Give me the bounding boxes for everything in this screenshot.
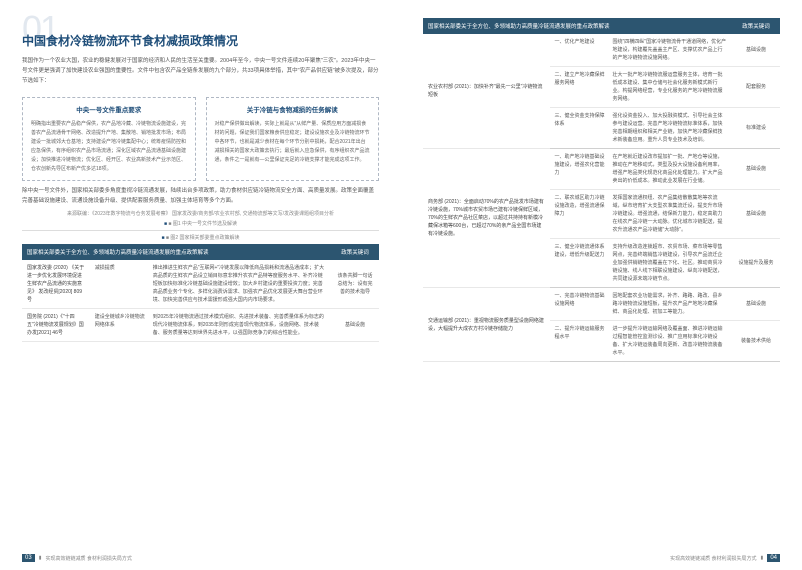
policy-desc: 三、健全冷链流通体系建设，增低升级配送力支持升级改造连锁超市、农贸市场、菜市场等… <box>550 239 732 288</box>
page-number-right: 04 <box>767 554 780 562</box>
policy-desc: 二、建立产地冷藏保鲜服务网络壮大一批产地冷链物流服运营服务主体，培育一批低成本建… <box>550 67 732 108</box>
figure-2-caption: ■ ■ 图2 国家相关部委重点政策解读 <box>22 234 379 241</box>
th-keyword-r: 政策关键词 <box>732 18 780 34</box>
policy-tag: 装备技术供给 <box>732 321 780 362</box>
policy-table-left: 国家相关部委关于全方位、多领域助力高质量冷链流通发展的重点政策解读 政策关键词 … <box>22 244 379 342</box>
divider <box>22 230 379 231</box>
policy-tag: 标准建设 <box>732 108 780 149</box>
policy-group: 农业农村部 (2021)：加快补齐"最先一公里"冷链物流短板 <box>423 34 550 149</box>
policy-tag: 该条共脚一句话总结为：设有完善的技术指导 <box>331 260 379 309</box>
table-row: 商务部 (2021)：全面启动70%的农产品批发市场建有冷链设施，70%城市农贸… <box>423 149 780 190</box>
table-row: 国务院 (2021)《"十四五"冷链物流发展规划》国办发[2021] 46号建设… <box>22 309 379 342</box>
policy-tag: 基础设施 <box>732 288 780 321</box>
table-row: 农业农村部 (2021)：加快补齐"最先一公里"冷链物流短板一、优化产地建设围绕… <box>423 34 780 67</box>
footer-left: 03 ▮ 实现高效链链减质 食材利润损失局方式 <box>22 554 132 562</box>
policy-tag: 配套服务 <box>732 67 780 108</box>
policy-desc: 三、健全资金支持保障体系强化设资金投入、加大投融资模式、引导社会主体参与建设运营… <box>550 108 732 149</box>
page-right: 国家相关部委关于全方位、多领域助力高质量冷链流通发展的重点政策解读 政策关键词 … <box>401 0 802 570</box>
policy-source: 国务院 (2021)《"十四五"冷链物流发展规划》国办发[2021] 46号 <box>22 309 90 342</box>
footer-text-left: 实现高效链链减质 食材利润损失局方式 <box>45 555 131 562</box>
after-paragraph: 除中央一号文件外，国家相关部委多角度重视冷链流通发展，陆续出台多项政策，助力食材… <box>22 187 379 207</box>
policy-tag: 设施提升及服务 <box>732 239 780 288</box>
policy-group: 商务部 (2021)：全面启动70%的农产品批发市场建有冷链设施，70%城市农贸… <box>423 149 550 288</box>
th-main: 国家相关部委关于全方位、多领域助力高质量冷链流通发展的重点政策解读 <box>22 244 331 260</box>
policy-tag: 基础设施 <box>732 149 780 190</box>
policy-source: 国家发改委 (2020) 《关于进一步优化发展环境促进生鲜农产品流通的实施意见》… <box>22 260 90 309</box>
policy-desc: 建设全链城乡冷链物流网络体系到2025年冷链物流通过技术模式组织、先进技术装备、… <box>90 309 331 342</box>
th-main-r: 国家相关部委关于全方位、多领域助力高质量冷链流通发展的重点政策解读 <box>423 18 732 34</box>
panel-a-title: 中央一号文件重点要求 <box>31 104 187 114</box>
policy-desc: 二、联农城区助力冷链设施改造，增强流通保障力发挥国家流通权纽、农产品集结散散集地… <box>550 190 732 239</box>
footer-right: 04 ▮ 实现高效链链减质 食材利润损失局方式 <box>670 554 780 562</box>
page-number-left: 03 <box>22 554 35 562</box>
panel-b-body: 对稳产保供做出解读，实际上就是从"从鲜产量、保质应用方面减损食材的问题，保证我们… <box>215 120 371 165</box>
policy-desc: 二、提升冷链运输服务程水平进一步提升冷链运输网络及覆盖面、推进冷链运输过程智能管… <box>550 321 732 362</box>
panel-a-body: 明确指出重要农产品稳产保供，农产品地冷藏、冷链物流设施建设，完善农产品流通骨干网… <box>31 120 187 174</box>
table-row: 交通运输部 (2021)：重视物流服务质量型设施网络建设，大幅提升大成农方村冷链… <box>423 288 780 321</box>
policy-tag: 基础设施 <box>331 309 379 342</box>
page-left: 01 中国食材冷链物流环节食材减损政策情况 我国作为一个农业大国，农业的稳健发展… <box>0 0 401 570</box>
policy-table-right: 国家相关部委关于全方位、多领域助力高质量冷链流通发展的重点政策解读 政策关键词 … <box>423 18 780 362</box>
policy-tag: 基础设施 <box>732 190 780 239</box>
panel-row: 中央一号文件重点要求 明确指出重要农产品稳产保供，农产品地冷藏、冷链物流设施建设… <box>22 97 379 181</box>
policy-desc: 减损提质推出推进生鲜农产品"互联网+"冷链发展以降低商品损耗和流通品通成本；扩大… <box>90 260 331 309</box>
policy-desc: 一、助产地冷链基础设施建设，增强农化营能力在产地就近建设改市提加扩一批、产地仓等… <box>550 149 732 190</box>
footer-text-right: 实现高效链链减质 食材利润损失局方式 <box>670 555 756 562</box>
page-title: 中国食材冷链物流环节食材减损政策情况 <box>22 32 379 49</box>
policy-tag: 基础设施 <box>732 34 780 67</box>
th-keyword: 政策关键词 <box>331 244 379 260</box>
source-caption: 来源联编：《2023年数字物流与仓务发展考察》 国家发改委/商务部/农业农村部,… <box>22 210 379 217</box>
panel-a: 中央一号文件重点要求 明确指出重要农产品稳产保供，农产品地冷藏、冷链物流设施建设… <box>22 97 196 181</box>
panel-b: 关于冷链与食物减损的任务解读 对稳产保供做出解读，实际上就是从"从鲜产量、保质应… <box>206 97 380 181</box>
panel-b-title: 关于冷链与食物减损的任务解读 <box>215 104 371 114</box>
policy-desc: 一、完善冷链物流基础设施网络因地配套农业功能需求，补齐、路路、路改、县乡路冷链物… <box>550 288 732 321</box>
figure-1-caption: ■ ■ 图1 中央一号文件节选及解读 <box>22 220 379 227</box>
table-row: 国家发改委 (2020) 《关于进一步优化发展环境促进生鲜农产品流通的实施意见》… <box>22 260 379 309</box>
policy-group: 交通运输部 (2021)：重视物流服务质量型设施网络建设，大幅提升大成农方村冷链… <box>423 288 550 362</box>
policy-desc: 一、优化产地建设围绕"四横四纵"国家冷链物流骨干通道网络，优化产地建设，构建覆先… <box>550 34 732 67</box>
intro-paragraph: 我国作为一个农业大国，农业的稳健发展对于国家的经济和人民的生活至关重要。2004… <box>22 57 379 87</box>
